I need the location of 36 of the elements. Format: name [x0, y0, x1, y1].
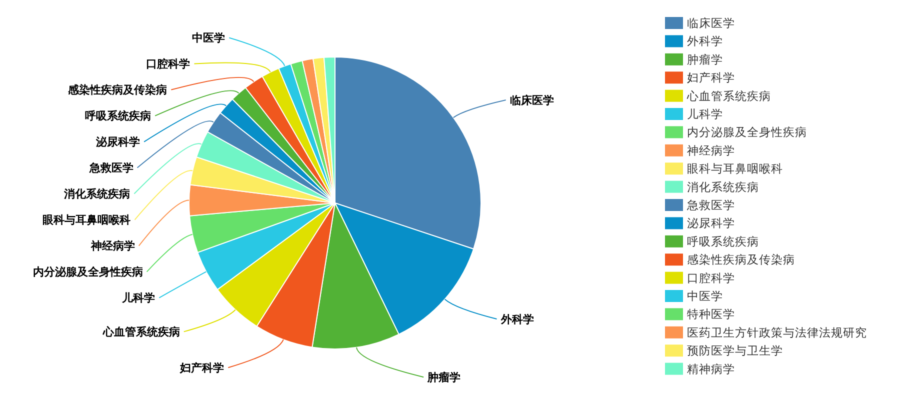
legend-label: 消化系统疾病	[687, 180, 759, 194]
legend-label: 急救医学	[686, 198, 735, 212]
legend-label: 眼科与耳鼻咽喉科	[687, 162, 783, 176]
slice-label: 中医学	[192, 32, 226, 45]
legend-label: 外科学	[687, 34, 723, 48]
slice-label: 儿科学	[121, 292, 156, 305]
slice-label: 心血管系统疾病	[102, 326, 180, 339]
slice-label: 临床医学	[510, 94, 554, 107]
slice-label: 口腔科学	[146, 58, 190, 71]
legend-label: 呼吸系统疾病	[687, 234, 759, 248]
slice-label: 急救医学	[88, 162, 134, 175]
legend-label: 感染性疾病及传染病	[687, 252, 795, 267]
slice-label: 外科学	[500, 312, 534, 326]
slice-label: 神经病学	[90, 240, 135, 253]
legend-label: 肿瘤学	[687, 52, 723, 66]
legend-label: 泌尿科学	[687, 216, 735, 230]
slice-label: 眼科与耳鼻咽喉科	[42, 214, 131, 227]
slice-label: 妇产科学	[179, 361, 224, 374]
slice-label: 感染性疾病及传染病	[67, 84, 168, 97]
legend-label: 精神病学	[687, 362, 735, 376]
slice-label: 消化系统疾病	[63, 188, 130, 201]
legend-label: 神经病学	[687, 143, 735, 158]
legend-label: 心血管系统疾病	[686, 88, 771, 103]
slice-label: 呼吸系统疾病	[85, 110, 152, 123]
slice-label: 泌尿科学	[95, 136, 140, 149]
legend-label: 特种医学	[687, 307, 735, 322]
legend-label: 妇产科学	[687, 70, 735, 85]
legend-label: 内分泌腺及全身性疾病	[687, 125, 807, 140]
slice-label: 内分泌腺及全身性疾病	[32, 266, 143, 279]
slice-label: 肿瘤学	[426, 370, 461, 384]
legend-label: 预防医学与卫生学	[687, 344, 783, 358]
legend-label: 临床医学	[687, 16, 735, 30]
legend-label: 医药卫生方针政策与法律法规研究	[687, 325, 867, 340]
legend-label: 口腔科学	[687, 270, 735, 285]
legend-label: 中医学	[687, 289, 723, 304]
legend-label: 儿科学	[687, 107, 723, 122]
